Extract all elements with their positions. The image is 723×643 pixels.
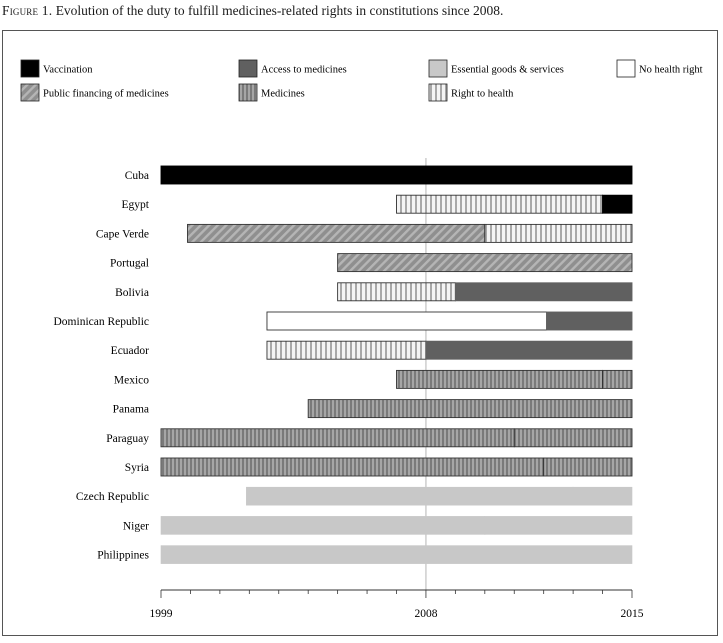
- legend-swatch-financing: [20, 83, 40, 102]
- bar-segment-dominican-republic-1: [266, 311, 548, 331]
- x-tick-label-1999: 1999: [150, 608, 173, 620]
- bar-segment-ecuador-1: [266, 340, 427, 360]
- legend-label-vaccination: Vaccination: [43, 65, 93, 76]
- country-label-czech-republic: Czech Republic: [76, 491, 149, 503]
- bars-layer: [160, 165, 633, 564]
- bar-segment-cape-verde-2: [484, 223, 633, 243]
- bar-segment-panama-1: [307, 399, 633, 419]
- bar-segment-philippines-1: [160, 545, 633, 564]
- bar-row-portugal: [337, 253, 633, 273]
- country-labels: Cuba Egypt Cape Verde Portugal Bolivia Domini…: [54, 170, 150, 562]
- bar-row-dominican-republic: [266, 311, 633, 331]
- bar-row-bolivia: [337, 282, 633, 302]
- country-label-dominican-republic: Dominican Republic: [54, 316, 150, 328]
- country-label-syria: Syria: [125, 462, 149, 474]
- bar-segment-bolivia-2: [454, 282, 633, 302]
- bar-segment-portugal-1: [337, 253, 633, 273]
- legend-item-vaccination: Vaccination: [20, 59, 93, 78]
- country-label-philippines: Philippines: [97, 550, 149, 562]
- legend-label-medicines: Medicines: [261, 89, 305, 100]
- country-label-ecuador: Ecuador: [111, 345, 149, 357]
- bar-segment-egypt-2: [602, 194, 633, 214]
- legend-swatch-essential: [428, 59, 448, 78]
- legend-item-none: No health right: [616, 59, 703, 78]
- legend: Vaccination Access to medicines Essential …: [20, 59, 703, 102]
- legend-label-none: No health right: [639, 65, 703, 76]
- bar-segment-cape-verde-1: [187, 223, 486, 243]
- bar-segment-czech-republic-1: [246, 486, 574, 506]
- figure-title: Evolution of the duty to fulfill medicin…: [55, 3, 504, 18]
- bar-row-cape-verde: [187, 223, 633, 243]
- bar-row-niger: [160, 516, 633, 535]
- bar-segment-paraguay-2: [513, 428, 633, 448]
- legend-label-health: Right to health: [451, 89, 514, 100]
- bar-segment-dominican-republic-2: [546, 311, 633, 331]
- bar-segment-niger-1: [160, 516, 486, 535]
- country-label-portugal: Portugal: [110, 258, 149, 270]
- bar-segment-paraguay-1: [160, 428, 515, 448]
- legend-swatch-health: [428, 83, 448, 102]
- legend-swatch-medicines: [238, 83, 258, 102]
- bar-row-mexico: [396, 369, 633, 389]
- legend-label-essential: Essential goods & services: [451, 65, 564, 76]
- x-tick-label-2008: 2008: [414, 608, 437, 620]
- bar-segment-ecuador-2: [425, 340, 633, 360]
- country-label-panama: Panama: [113, 404, 149, 416]
- figure-caption: Figure 1. Evolution of the duty to fulfi…: [2, 3, 503, 19]
- country-label-niger: Niger: [123, 520, 149, 532]
- x-axis: 1999 2008 2015: [150, 589, 644, 620]
- bar-row-egypt: [396, 194, 633, 214]
- country-label-cape-verde: Cape Verde: [96, 228, 149, 240]
- legend-item-access: Access to medicines: [238, 59, 347, 78]
- legend-item-medicines: Medicines: [238, 83, 305, 102]
- legend-item-financing: Public financing of medicines: [20, 83, 169, 102]
- bar-segment-czech-republic-2: [572, 486, 633, 506]
- legend-swatch-access: [238, 59, 258, 78]
- bar-segment-niger-2: [484, 516, 633, 535]
- legend-item-essential: Essential goods & services: [428, 59, 564, 78]
- legend-swatch-vaccination: [20, 59, 40, 78]
- x-tick-label-2015: 2015: [621, 608, 644, 620]
- bar-row-paraguay: [160, 428, 633, 448]
- bar-segment-cuba-1: [160, 165, 633, 185]
- country-label-mexico: Mexico: [114, 374, 149, 386]
- bar-row-syria: [160, 457, 633, 477]
- country-label-paraguay: Paraguay: [106, 433, 149, 445]
- country-label-bolivia: Bolivia: [115, 287, 149, 299]
- figure-number: Figure 1.: [2, 3, 53, 18]
- bar-segment-syria-1: [160, 457, 545, 477]
- bar-row-ecuador: [266, 340, 633, 360]
- country-label-egypt: Egypt: [122, 199, 150, 211]
- bar-row-czech-republic: [246, 486, 633, 506]
- bar-segment-mexico-1: [396, 369, 604, 389]
- bar-segment-egypt-1: [396, 194, 604, 214]
- legend-label-access: Access to medicines: [261, 65, 347, 76]
- bar-segment-bolivia-1: [337, 282, 456, 302]
- bar-row-panama: [307, 399, 633, 419]
- legend-swatch-none: [616, 59, 636, 78]
- bar-row-philippines: [160, 545, 633, 564]
- bar-row-cuba: [160, 165, 633, 185]
- country-label-cuba: Cuba: [125, 170, 149, 182]
- legend-item-health: Right to health: [428, 83, 514, 102]
- chart-frame: [2, 30, 718, 636]
- bar-segment-mexico-2: [602, 369, 633, 389]
- bar-segment-syria-2: [543, 457, 633, 477]
- legend-label-financing: Public financing of medicines: [43, 89, 169, 100]
